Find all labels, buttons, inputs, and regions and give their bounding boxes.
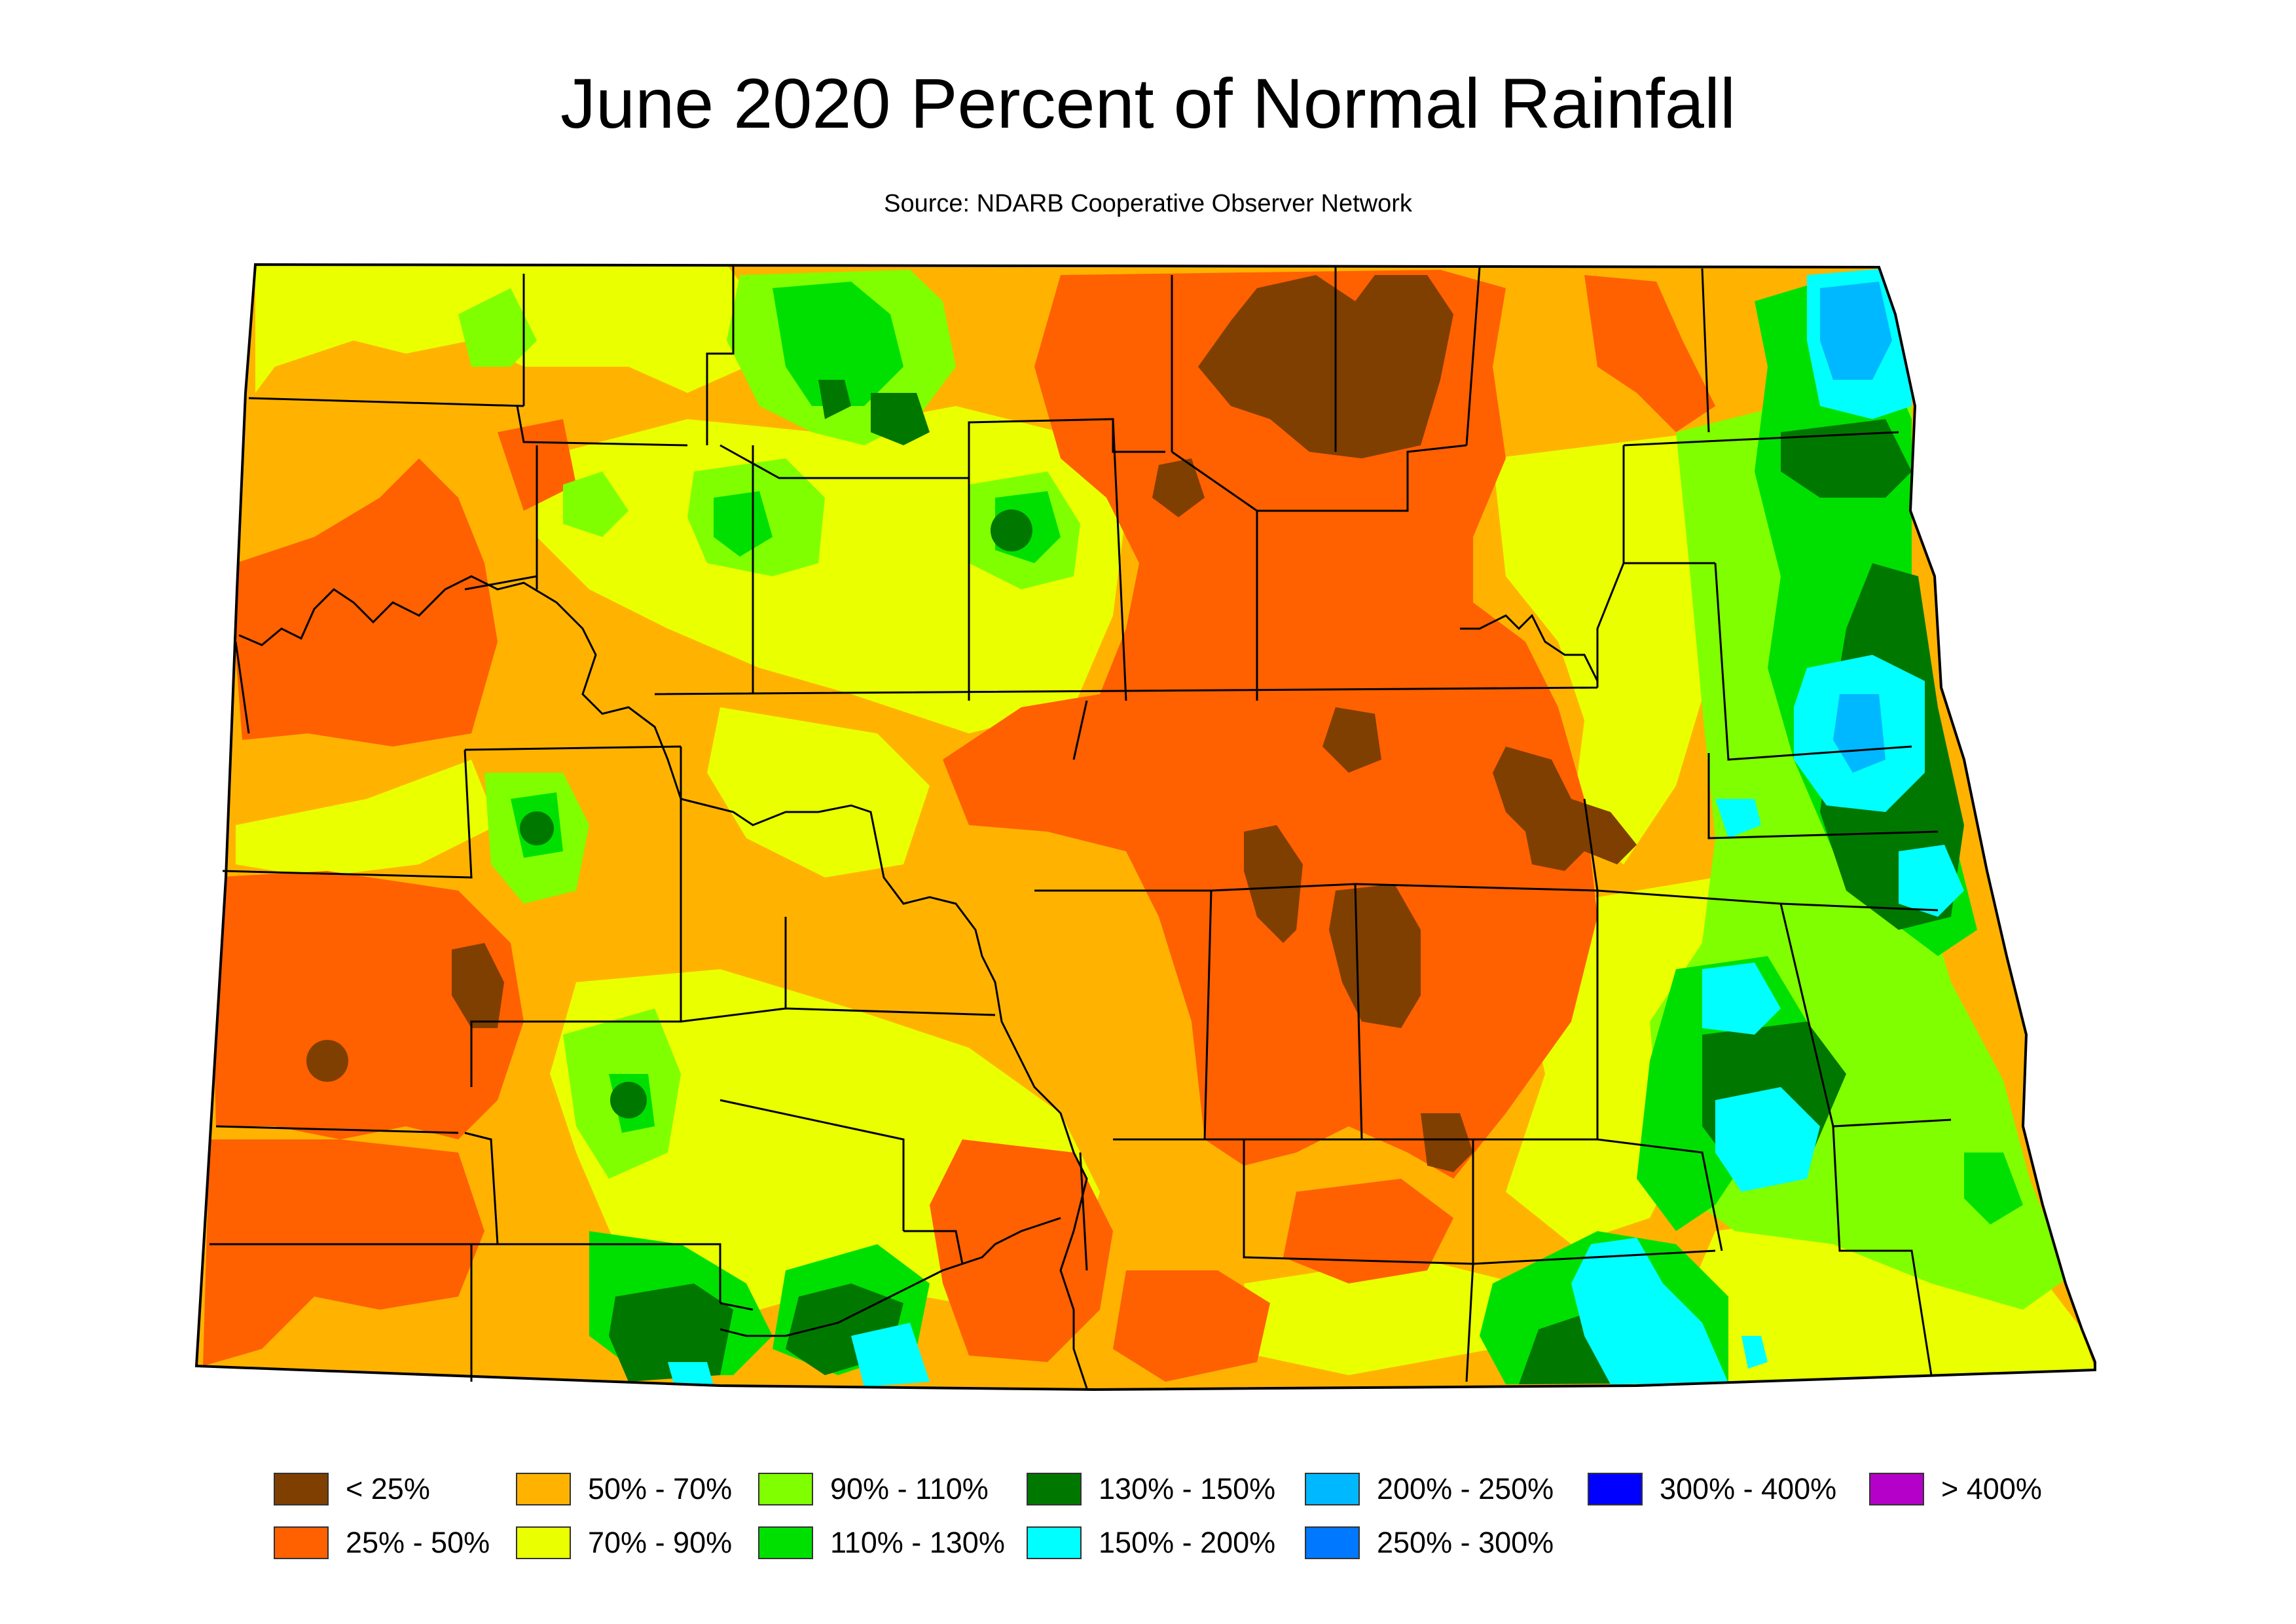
legend-swatch — [1305, 1473, 1360, 1505]
legend-swatch — [758, 1526, 813, 1559]
legend-item: 250% - 300% — [1305, 1526, 1554, 1560]
legend-swatch — [1869, 1473, 1924, 1505]
legend-swatch — [1305, 1526, 1360, 1559]
legend-label: 250% - 300% — [1377, 1526, 1554, 1559]
legend-item: 70% - 90% — [516, 1526, 732, 1560]
legend-item: 150% - 200% — [1027, 1526, 1275, 1560]
legend-item: 50% - 70% — [516, 1472, 732, 1506]
legend-item: 130% - 150% — [1027, 1472, 1275, 1506]
legend-label: 110% - 130% — [830, 1526, 1005, 1559]
regions-150-200 — [668, 268, 1964, 1387]
regions-25-50 — [203, 270, 1715, 1382]
legend-label: 300% - 400% — [1660, 1472, 1837, 1505]
legend-label: 50% - 70% — [588, 1472, 733, 1505]
regions-200-250 — [1820, 282, 1892, 773]
legend-item: > 400% — [1869, 1472, 2042, 1506]
legend-swatch — [274, 1526, 329, 1559]
legend-label: < 25% — [346, 1472, 430, 1505]
legend-swatch — [516, 1526, 571, 1559]
county-lines — [210, 265, 1952, 1382]
legend-item: 200% - 250% — [1305, 1472, 1554, 1506]
legend-item: 300% - 400% — [1588, 1472, 1836, 1506]
legend-swatch — [274, 1473, 329, 1505]
legend-swatch — [1027, 1526, 1082, 1559]
legend-label: 25% - 50% — [346, 1526, 490, 1559]
state-outline — [194, 263, 2096, 1392]
legend-swatch — [758, 1473, 813, 1505]
rivers — [238, 575, 1599, 1389]
legend-label: 130% - 150% — [1099, 1472, 1276, 1505]
regions-under-25 — [306, 275, 1637, 1172]
legend-item: 90% - 110% — [758, 1472, 989, 1506]
legend-swatch — [1027, 1473, 1082, 1505]
legend-item: 25% - 50% — [274, 1526, 490, 1560]
map-title: June 2020 Percent of Normal Rainfall — [560, 64, 1736, 143]
legend-label: 200% - 250% — [1377, 1472, 1554, 1505]
legend-item: 110% - 130% — [758, 1526, 1005, 1560]
legend-swatch — [1588, 1473, 1643, 1505]
legend-label: 90% - 110% — [830, 1472, 989, 1505]
legend-label: > 400% — [1941, 1472, 2042, 1505]
map-subtitle: Source: NDARB Cooperative Observer Netwo… — [884, 190, 1412, 217]
legend-swatch — [516, 1473, 571, 1505]
legend-label: 70% - 90% — [588, 1526, 733, 1559]
legend-label: 150% - 200% — [1099, 1526, 1276, 1559]
legend-item: < 25% — [274, 1472, 430, 1506]
rainfall-field — [196, 265, 2095, 1390]
